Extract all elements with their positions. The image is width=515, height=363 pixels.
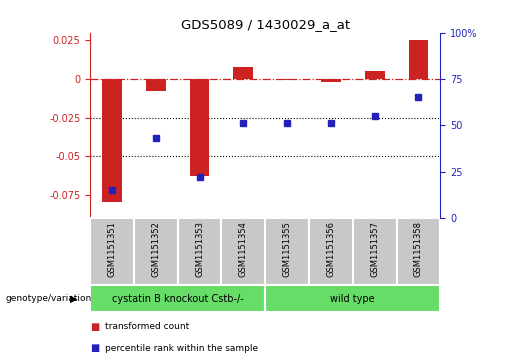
- Bar: [277, 79, 297, 81]
- Bar: [102, 79, 122, 202]
- Text: GSM1151354: GSM1151354: [239, 221, 248, 277]
- Text: GSM1151355: GSM1151355: [283, 221, 291, 277]
- Bar: [397, 218, 440, 285]
- Text: cystatin B knockout Cstb-/-: cystatin B knockout Cstb-/-: [112, 294, 244, 303]
- Text: GSM1151353: GSM1151353: [195, 221, 204, 277]
- Bar: [146, 79, 166, 91]
- Bar: [221, 218, 265, 285]
- Text: ■: ■: [90, 343, 99, 354]
- Bar: [134, 218, 178, 285]
- Text: percentile rank within the sample: percentile rank within the sample: [105, 344, 258, 353]
- Text: GSM1151357: GSM1151357: [370, 221, 379, 277]
- Text: transformed count: transformed count: [105, 322, 189, 331]
- Text: GSM1151358: GSM1151358: [414, 221, 423, 277]
- Bar: [309, 218, 353, 285]
- Bar: [321, 79, 341, 82]
- Bar: [233, 67, 253, 79]
- Text: GSM1151352: GSM1151352: [151, 221, 160, 277]
- Bar: [365, 71, 385, 79]
- Bar: [190, 79, 210, 176]
- Bar: [178, 218, 221, 285]
- Text: GSM1151351: GSM1151351: [108, 221, 116, 277]
- Text: ■: ■: [90, 322, 99, 332]
- Bar: [265, 218, 309, 285]
- Text: wild type: wild type: [331, 294, 375, 303]
- Bar: [90, 285, 265, 312]
- Bar: [90, 218, 134, 285]
- Text: ▶: ▶: [70, 294, 77, 303]
- Bar: [408, 40, 428, 79]
- Bar: [353, 218, 397, 285]
- Text: genotype/variation: genotype/variation: [5, 294, 91, 303]
- Text: GSM1151356: GSM1151356: [327, 221, 335, 277]
- Bar: [265, 285, 440, 312]
- Title: GDS5089 / 1430029_a_at: GDS5089 / 1430029_a_at: [181, 19, 350, 32]
